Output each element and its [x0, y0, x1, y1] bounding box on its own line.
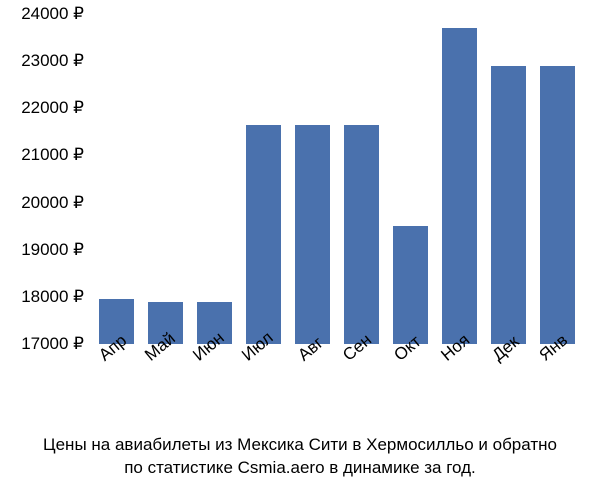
plot-area: 17000 ₽18000 ₽19000 ₽20000 ₽21000 ₽22000…	[92, 14, 582, 344]
caption-line-1: Цены на авиабилеты из Мексика Сити в Хер…	[43, 435, 557, 454]
grid-line	[92, 203, 582, 204]
chart-caption: Цены на авиабилеты из Мексика Сити в Хер…	[0, 434, 600, 480]
y-tick-label: 18000 ₽	[21, 287, 92, 307]
bar	[246, 125, 281, 344]
bars-container	[92, 14, 582, 344]
grid-line	[92, 155, 582, 156]
grid-line	[92, 250, 582, 251]
price-dynamics-chart: 17000 ₽ 18000 ₽ 19000 ₽ 20000 ₽ 21000 ₽ 22000…	[0, 0, 600, 500]
bar	[344, 125, 379, 344]
y-tick-label: 21000 ₽	[21, 145, 92, 165]
y-tick-label: 23000 ₽	[21, 51, 92, 71]
y-tick-label: 17000 ₽	[21, 334, 92, 354]
y-tick-label: 20000 ₽	[21, 193, 92, 213]
caption-line-2: по статистике Csmia.aero в динамике за г…	[124, 458, 476, 477]
y-tick-label: 22000 ₽	[21, 98, 92, 118]
grid-line	[92, 297, 582, 298]
bar	[295, 125, 330, 344]
y-tick-label: 24000 ₽	[21, 4, 92, 24]
grid-line	[92, 108, 582, 109]
y-tick-label: 19000 ₽	[21, 240, 92, 260]
bar	[393, 226, 428, 344]
grid-line	[92, 61, 582, 62]
grid-line	[92, 14, 582, 15]
